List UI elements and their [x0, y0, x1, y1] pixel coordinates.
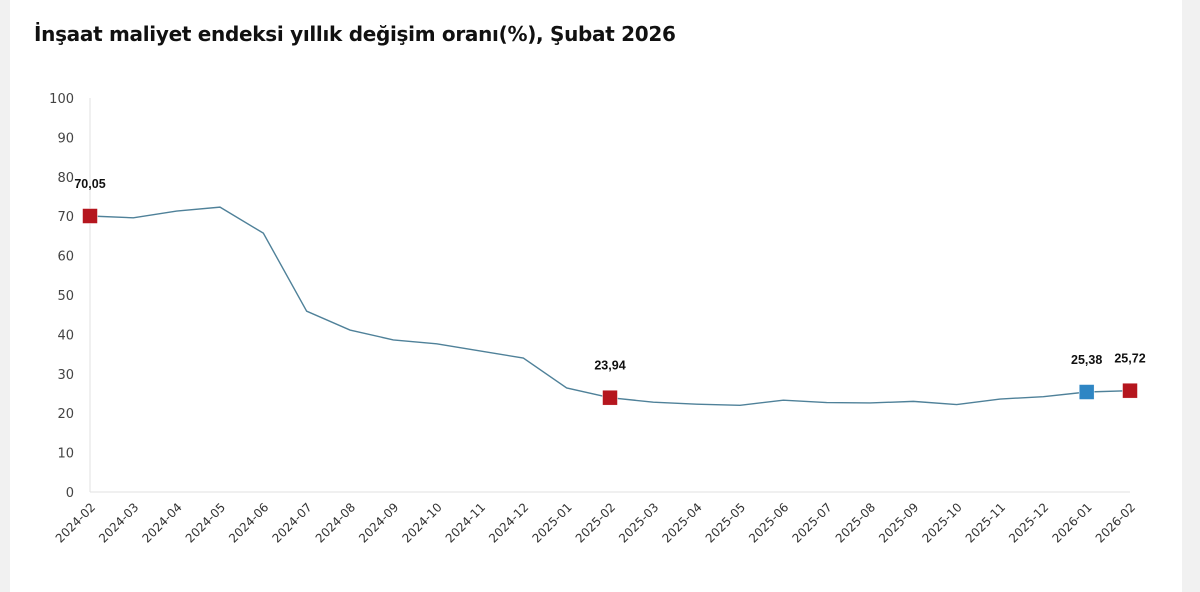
data-point [348, 328, 352, 332]
data-point [261, 231, 265, 235]
chart-card [10, 0, 1182, 592]
data-point [218, 205, 222, 209]
data-point [305, 309, 309, 313]
data-point [1041, 395, 1045, 399]
data-point [998, 397, 1002, 401]
y-tick-label: 40 [57, 328, 74, 343]
data-point [738, 403, 742, 407]
y-tick-label: 0 [66, 486, 74, 501]
data-label: 25,72 [1114, 352, 1145, 366]
data-label: 23,94 [594, 359, 625, 373]
x-tick-label: 2024-05 [183, 500, 228, 545]
data-point [651, 400, 655, 404]
highlight-marker [1078, 384, 1095, 400]
x-tick-label: 2026-01 [1049, 500, 1094, 545]
data-point [781, 398, 785, 402]
data-label: 70,05 [74, 177, 105, 191]
highlight-marker [82, 208, 98, 224]
data-point [478, 349, 482, 353]
x-tick-label: 2024-03 [96, 500, 141, 545]
y-tick-label: 50 [57, 289, 74, 304]
x-tick-label: 2024-09 [356, 500, 401, 545]
y-tick-label: 10 [57, 447, 74, 462]
x-tick-label: 2024-08 [313, 500, 358, 545]
y-tick-label: 80 [57, 171, 74, 186]
x-tick-label: 2025-07 [789, 500, 834, 545]
x-tick-label: 2026-02 [1093, 500, 1138, 545]
x-tick-label: 2025-02 [573, 500, 618, 545]
x-tick-label: 2025-11 [963, 500, 1008, 545]
x-tick-label: 2025-08 [833, 500, 878, 545]
data-label: 25,38 [1071, 353, 1102, 367]
highlight-marker [1122, 382, 1138, 399]
data-point [175, 209, 179, 213]
data-point [955, 403, 959, 407]
data-point [825, 401, 829, 405]
y-tick-label: 20 [57, 407, 74, 422]
x-tick-label: 2024-10 [399, 500, 444, 545]
x-tick-label: 2025-12 [1006, 500, 1051, 545]
x-tick-label: 2025-10 [919, 500, 964, 545]
x-tick-label: 2025-09 [876, 500, 921, 545]
data-point [565, 386, 569, 390]
data-point [521, 356, 525, 360]
x-tick-label: 2025-05 [703, 500, 748, 545]
series-line [89, 206, 1131, 407]
x-tick-label: 2025-04 [659, 500, 704, 545]
x-tick-label: 2024-11 [443, 500, 488, 545]
y-tick-label: 90 [57, 131, 74, 146]
y-tick-label: 30 [57, 368, 74, 383]
x-tick-label: 2024-02 [53, 500, 98, 545]
x-tick-label: 2025-01 [529, 500, 574, 545]
x-tick-label: 2024-12 [486, 500, 531, 545]
data-point [868, 401, 872, 405]
data-point [911, 399, 915, 403]
data-point [435, 342, 439, 346]
data-point [695, 402, 699, 406]
data-point [391, 338, 395, 342]
data-point [131, 216, 135, 220]
y-tick-label: 60 [57, 250, 74, 265]
x-tick-label: 2025-03 [616, 500, 661, 545]
x-tick-label: 2024-04 [139, 500, 184, 545]
x-tick-label: 2024-07 [269, 500, 314, 545]
highlight-marker [602, 389, 618, 406]
x-tick-label: 2024-06 [226, 500, 271, 545]
y-tick-label: 70 [57, 210, 74, 225]
x-tick-label: 2025-06 [746, 500, 791, 545]
chart-title: İnşaat maliyet endeksi yıllık değişim or… [34, 22, 676, 46]
y-tick-label: 100 [49, 92, 74, 107]
